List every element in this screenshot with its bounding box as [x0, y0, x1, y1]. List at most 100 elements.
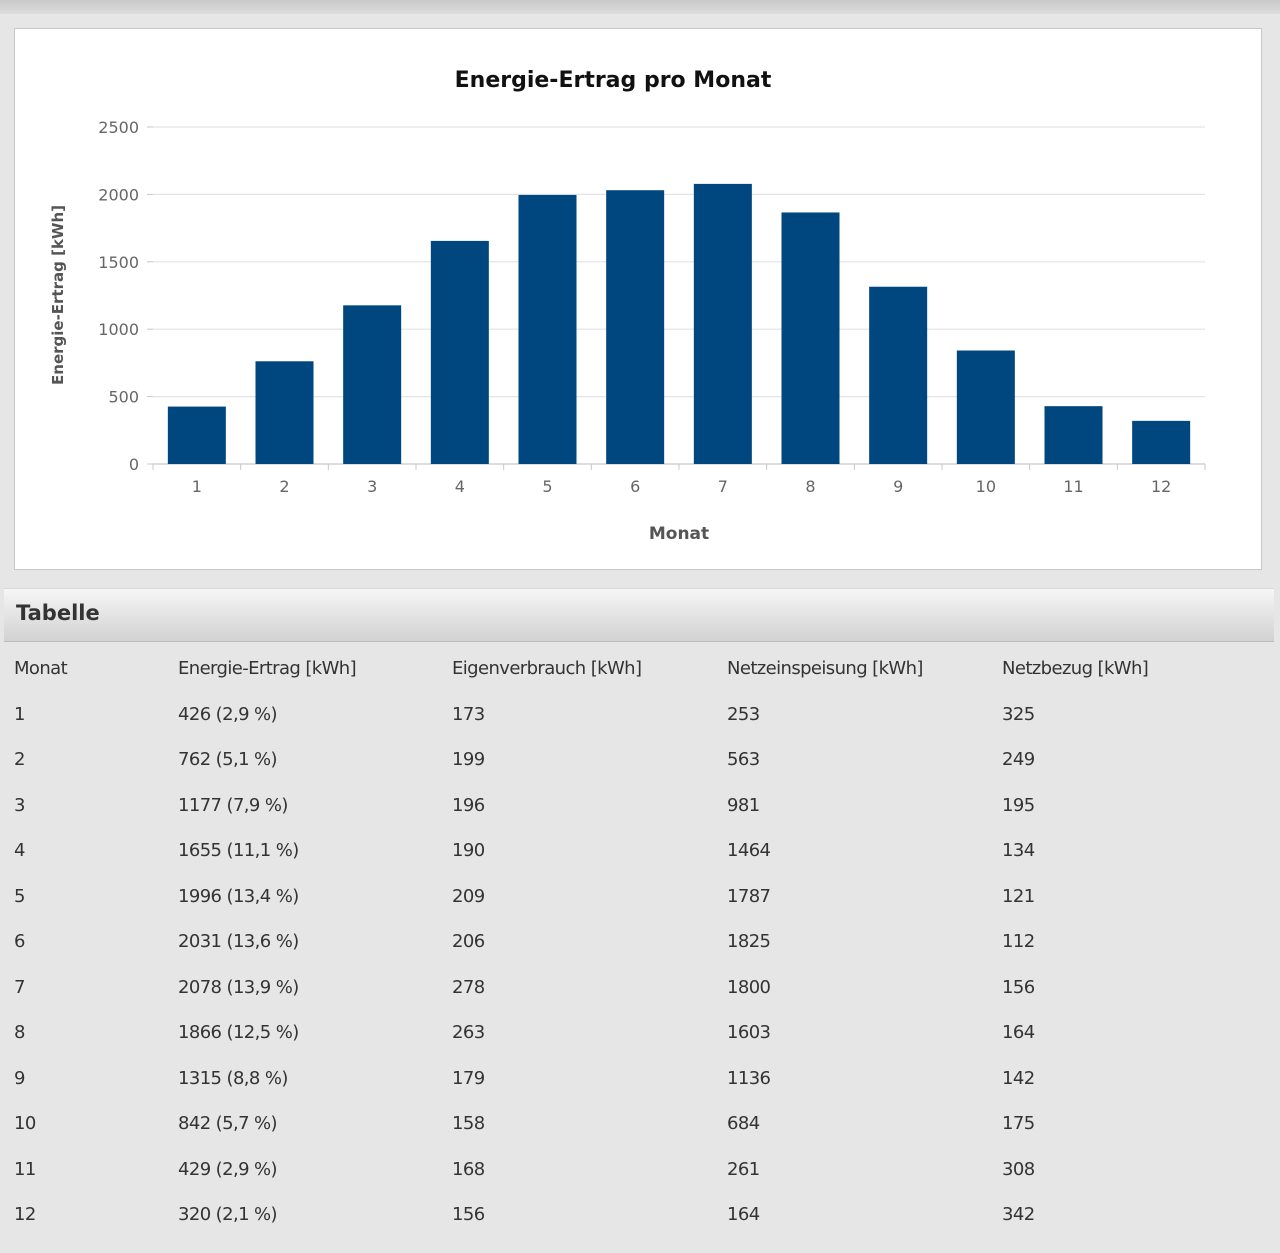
chart-panel: Energie-Ertrag pro Monat Energie-Ertrag …: [14, 28, 1262, 570]
table-title: Tabelle: [16, 601, 100, 625]
table-cell: 4: [14, 840, 25, 862]
table-row: 6 2031 (13,6 %) 206 1825 112: [4, 919, 1274, 965]
x-tick-label: 10: [976, 477, 996, 496]
table-cell: 1800: [727, 976, 771, 998]
table-cell: 11: [14, 1158, 36, 1180]
table-cell: 12: [14, 1204, 36, 1226]
table-row: 1 426 (2,9 %) 173 253 325: [4, 692, 1274, 738]
x-tick-label: 6: [630, 477, 640, 496]
y-tick-label: 500: [108, 388, 139, 407]
table-cell: 158: [452, 1113, 485, 1135]
table-cell: 342: [1002, 1204, 1035, 1226]
table-cell: 209: [452, 885, 485, 907]
table-cell: 1136: [727, 1067, 771, 1089]
table-cell: 3: [14, 794, 25, 816]
table-cell: 7: [14, 976, 25, 998]
bar: [781, 212, 840, 464]
table-row: 8 1866 (12,5 %) 263 1603 164: [4, 1010, 1274, 1056]
bar: [518, 194, 577, 464]
chart-title: Energie-Ertrag pro Monat: [455, 68, 772, 93]
bar: [956, 350, 1015, 464]
table-row: 9 1315 (8,8 %) 179 1136 142: [4, 1056, 1274, 1102]
table-cell: 1787: [727, 885, 771, 907]
window-top-strip: [0, 0, 1280, 14]
table-row: 3 1177 (7,9 %) 196 981 195: [4, 783, 1274, 829]
table-cell: 206: [452, 931, 485, 953]
column-header: Netzeinspeisung [kWh]: [727, 658, 923, 680]
table-cell: 175: [1002, 1113, 1035, 1135]
table-cell: 168: [452, 1158, 485, 1180]
table-header-row: Monat Energie-Ertrag [kWh] Eigenverbrauch …: [4, 646, 1274, 692]
bar: [167, 406, 226, 464]
x-tick-label: 2: [279, 477, 289, 496]
table-section-header: Tabelle: [4, 588, 1274, 642]
table-cell: 1177 (7,9 %): [178, 794, 288, 816]
table-cell: 1825: [727, 931, 771, 953]
table-row: 2 762 (5,1 %) 199 563 249: [4, 737, 1274, 783]
x-tick-label: 5: [542, 477, 552, 496]
table-cell: 173: [452, 703, 485, 725]
table-cell: 196: [452, 794, 485, 816]
bar: [606, 190, 665, 465]
bar-chart: Energie-Ertrag pro Monat Energie-Ertrag …: [49, 68, 1206, 544]
table-cell: 1603: [727, 1022, 771, 1044]
table-cell: 1315 (8,8 %): [178, 1067, 288, 1089]
table-cell: 325: [1002, 703, 1035, 725]
table-cell: 6: [14, 931, 25, 953]
y-tick-label: 0: [129, 455, 139, 474]
x-tick-label: 7: [718, 477, 728, 496]
table-cell: 9: [14, 1067, 25, 1089]
bar: [255, 361, 314, 464]
table-cell: 263: [452, 1022, 485, 1044]
bar: [1044, 406, 1103, 464]
table-cell: 156: [1002, 976, 1035, 998]
bar: [1132, 420, 1191, 464]
table-cell: 278: [452, 976, 485, 998]
table-row: 5 1996 (13,4 %) 209 1787 121: [4, 874, 1274, 920]
table-cell: 164: [727, 1204, 760, 1226]
table-cell: 112: [1002, 931, 1035, 953]
data-table: Monat Energie-Ertrag [kWh] Eigenverbrauch …: [4, 646, 1274, 1238]
table-cell: 142: [1002, 1067, 1035, 1089]
table-cell: 195: [1002, 794, 1035, 816]
x-tick-label: 3: [367, 477, 377, 496]
x-tick-label: 4: [455, 477, 465, 496]
table-cell: 8: [14, 1022, 25, 1044]
table-cell: 1: [14, 703, 25, 725]
bar: [693, 183, 752, 464]
table-cell: 249: [1002, 749, 1035, 771]
table-cell: 2031 (13,6 %): [178, 931, 299, 953]
table-cell: 1996 (13,4 %): [178, 885, 299, 907]
x-axis-ticks: 1 2 3 4 5 6 7 8 9 10 11 12: [152, 464, 1206, 496]
table-row: 7 2078 (13,9 %) 278 1800 156: [4, 965, 1274, 1011]
table-cell: 308: [1002, 1158, 1035, 1180]
x-axis-label: Monat: [649, 524, 709, 544]
table-cell: 253: [727, 703, 760, 725]
table-cell: 261: [727, 1158, 760, 1180]
y-axis-label: Energie-Ertrag [kWh]: [49, 205, 67, 385]
x-tick-label: 1: [192, 477, 202, 496]
x-tick-label: 12: [1151, 477, 1171, 496]
table-cell: 981: [727, 794, 760, 816]
y-tick-label: 1000: [98, 320, 139, 339]
table-cell: 190: [452, 840, 485, 862]
y-tick-label: 2000: [98, 185, 139, 204]
table-cell: 1866 (12,5 %): [178, 1022, 299, 1044]
y-tick-label: 1500: [98, 253, 139, 272]
y-tick-label: 2500: [98, 118, 139, 137]
table-cell: 2078 (13,9 %): [178, 976, 299, 998]
table-cell: 842 (5,7 %): [178, 1113, 278, 1135]
column-header: Netzbezug [kWh]: [1002, 658, 1149, 680]
table-cell: 563: [727, 749, 760, 771]
x-tick-label: 9: [893, 477, 903, 496]
x-tick-label: 8: [805, 477, 815, 496]
table-row: 4 1655 (11,1 %) 190 1464 134: [4, 828, 1274, 874]
table-cell: 429 (2,9 %): [178, 1158, 278, 1180]
table-cell: 156: [452, 1204, 485, 1226]
bar: [869, 286, 928, 464]
table-cell: 10: [14, 1113, 36, 1135]
x-tick-label: 11: [1063, 477, 1083, 496]
bars: [167, 183, 1191, 465]
y-axis-ticks: 0 500 1000 1500 2000 2500: [98, 118, 139, 474]
table-cell: 2: [14, 749, 25, 771]
